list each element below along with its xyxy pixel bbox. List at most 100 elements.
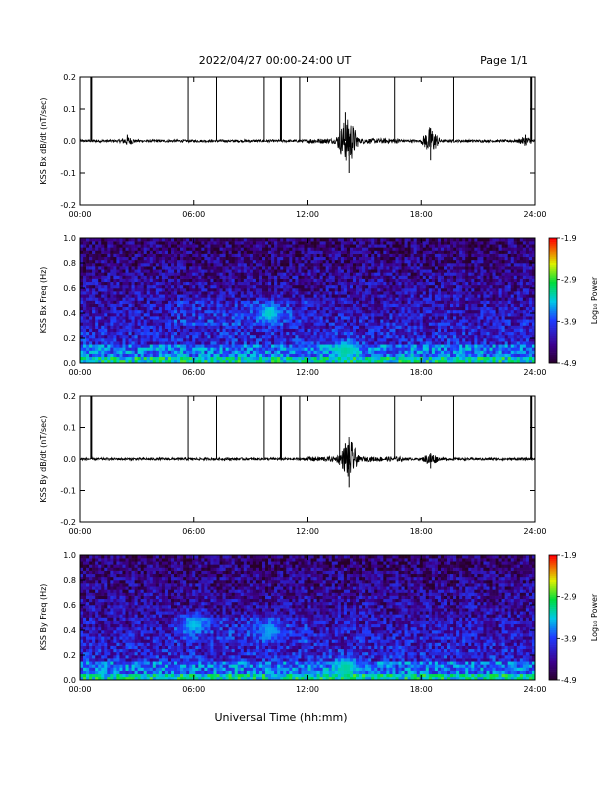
heatmap-cell bbox=[359, 347, 362, 350]
heatmap-cell bbox=[359, 244, 362, 247]
heatmap-cell bbox=[271, 322, 274, 325]
heatmap-cell bbox=[201, 269, 204, 272]
heatmap-cell bbox=[262, 326, 265, 329]
heatmap-cell bbox=[92, 276, 95, 279]
heatmap-cell bbox=[217, 254, 220, 257]
heatmap-cell bbox=[147, 263, 150, 266]
heatmap-cell bbox=[317, 257, 320, 260]
heatmap-cell bbox=[420, 297, 423, 300]
heatmap-cell bbox=[250, 319, 253, 322]
heatmap-cell bbox=[220, 357, 223, 360]
heatmap-cell bbox=[171, 247, 174, 250]
heatmap-cell bbox=[356, 332, 359, 335]
heatmap-cell bbox=[311, 307, 314, 310]
heatmap-cell bbox=[95, 276, 98, 279]
heatmap-cell bbox=[380, 338, 383, 341]
heatmap-cell bbox=[329, 272, 332, 275]
heatmap-cell bbox=[389, 319, 392, 322]
heatmap-cell bbox=[405, 301, 408, 304]
heatmap-cell bbox=[432, 310, 435, 313]
heatmap-cell bbox=[144, 357, 147, 360]
heatmap-cell bbox=[232, 260, 235, 263]
heatmap-cell bbox=[119, 304, 122, 307]
heatmap-cell bbox=[259, 285, 262, 288]
heatmap-cell bbox=[402, 319, 405, 322]
heatmap-cell bbox=[135, 241, 138, 244]
heatmap-cell bbox=[226, 341, 229, 344]
heatmap-cell bbox=[374, 351, 377, 354]
heatmap-cell bbox=[435, 276, 438, 279]
heatmap-cell bbox=[192, 288, 195, 291]
heatmap-cell bbox=[353, 257, 356, 260]
heatmap-cell bbox=[107, 313, 110, 316]
heatmap-cell bbox=[308, 257, 311, 260]
heatmap-cell bbox=[432, 244, 435, 247]
heatmap-cell bbox=[435, 244, 438, 247]
heatmap-cell bbox=[247, 260, 250, 263]
heatmap-cell bbox=[395, 254, 398, 257]
heatmap-cell bbox=[444, 347, 447, 350]
heatmap-cell bbox=[417, 301, 420, 304]
heatmap-cell bbox=[338, 313, 341, 316]
heatmap-cell bbox=[122, 313, 125, 316]
heatmap-cell bbox=[341, 344, 344, 347]
heatmap-cell bbox=[265, 344, 268, 347]
heatmap-cell bbox=[353, 241, 356, 244]
heatmap-cell bbox=[311, 329, 314, 332]
heatmap-cell bbox=[283, 247, 286, 250]
heatmap-cell bbox=[229, 288, 232, 291]
heatmap-cell bbox=[383, 322, 386, 325]
heatmap-cell bbox=[329, 310, 332, 313]
heatmap-cell bbox=[304, 282, 307, 285]
heatmap-cell bbox=[435, 279, 438, 282]
heatmap-cell bbox=[311, 276, 314, 279]
heatmap-cell bbox=[147, 244, 150, 247]
heatmap-cell bbox=[429, 269, 432, 272]
heatmap-cell bbox=[213, 344, 216, 347]
heatmap-cell bbox=[383, 241, 386, 244]
heatmap-cell bbox=[168, 257, 171, 260]
heatmap-cell bbox=[153, 285, 156, 288]
heatmap-cell bbox=[374, 347, 377, 350]
heatmap-cell bbox=[365, 247, 368, 250]
heatmap-cell bbox=[213, 357, 216, 360]
heatmap-cell bbox=[365, 344, 368, 347]
heatmap-cell bbox=[129, 247, 132, 250]
heatmap-cell bbox=[417, 294, 420, 297]
heatmap-cell bbox=[365, 241, 368, 244]
heatmap-cell bbox=[335, 310, 338, 313]
heatmap-cell bbox=[235, 288, 238, 291]
heatmap-cell bbox=[374, 266, 377, 269]
heatmap-cell bbox=[347, 294, 350, 297]
heatmap-cell bbox=[268, 357, 271, 360]
heatmap-cell bbox=[174, 322, 177, 325]
heatmap-cell bbox=[298, 244, 301, 247]
heatmap-cell bbox=[153, 260, 156, 263]
heatmap-cell bbox=[311, 247, 314, 250]
heatmap-cell bbox=[153, 347, 156, 350]
heatmap-cell bbox=[432, 357, 435, 360]
heatmap-cell bbox=[262, 247, 265, 250]
heatmap-cell bbox=[156, 241, 159, 244]
heatmap-cell bbox=[119, 288, 122, 291]
heatmap-cell bbox=[244, 313, 247, 316]
heatmap-cell bbox=[92, 335, 95, 338]
heatmap-cell bbox=[274, 344, 277, 347]
heatmap-cell bbox=[341, 294, 344, 297]
heatmap-cell bbox=[256, 260, 259, 263]
heatmap-cell bbox=[141, 291, 144, 294]
heatmap-cell bbox=[204, 291, 207, 294]
heatmap-cell bbox=[286, 263, 289, 266]
heatmap-cell bbox=[341, 269, 344, 272]
heatmap-cell bbox=[250, 254, 253, 257]
heatmap-cell bbox=[92, 351, 95, 354]
heatmap-cell bbox=[232, 347, 235, 350]
heatmap-cell bbox=[207, 257, 210, 260]
heatmap-cell bbox=[274, 338, 277, 341]
heatmap-cell bbox=[198, 347, 201, 350]
heatmap-cell bbox=[392, 263, 395, 266]
heatmap-cell bbox=[447, 326, 450, 329]
heatmap-cell bbox=[217, 269, 220, 272]
heatmap-cell bbox=[247, 282, 250, 285]
heatmap-cell bbox=[329, 291, 332, 294]
